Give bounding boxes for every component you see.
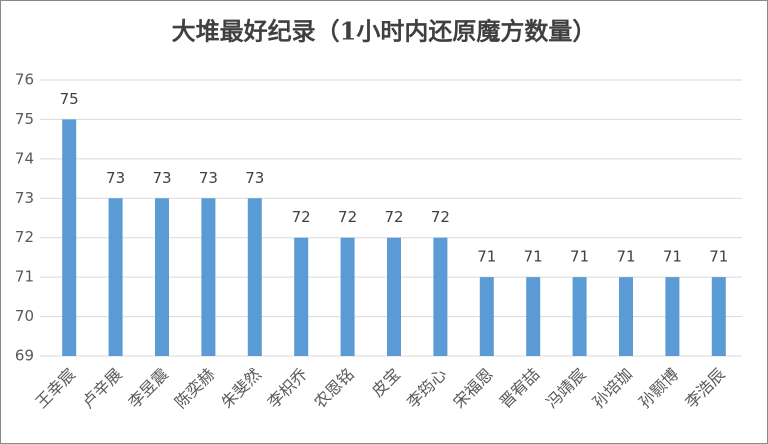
bar <box>201 198 216 356</box>
bar <box>433 237 448 356</box>
value-label: 71 <box>570 248 589 266</box>
bar <box>619 277 633 356</box>
value-label: 73 <box>106 169 125 187</box>
value-label: 73 <box>245 169 264 187</box>
value-label: 72 <box>384 208 403 226</box>
bar <box>387 237 401 356</box>
value-label: 71 <box>524 248 543 266</box>
value-label: 72 <box>292 208 311 226</box>
bar <box>247 198 262 356</box>
value-label: 71 <box>616 248 635 266</box>
value-label: 71 <box>663 248 682 266</box>
value-label: 73 <box>152 169 171 187</box>
y-tick-label: 70 <box>15 307 34 325</box>
y-tick-label: 75 <box>15 110 34 128</box>
bar <box>572 277 587 356</box>
y-tick-label: 74 <box>15 149 34 167</box>
bar <box>711 277 726 356</box>
bar <box>62 119 77 356</box>
chart-title: 大堆最好纪录（1小时内还原魔方数量） <box>172 17 597 46</box>
y-tick-label: 71 <box>15 268 34 286</box>
y-tick-label: 72 <box>15 228 34 246</box>
value-label: 72 <box>431 208 450 226</box>
bar <box>479 277 494 356</box>
y-tick-label: 73 <box>15 189 34 207</box>
bar <box>340 237 355 356</box>
bar <box>108 198 123 356</box>
y-tick-label: 76 <box>15 71 34 89</box>
value-label: 71 <box>709 248 728 266</box>
value-label: 73 <box>199 169 218 187</box>
bar <box>294 237 309 356</box>
bar <box>526 277 541 356</box>
bar <box>155 198 169 356</box>
value-label: 72 <box>338 208 357 226</box>
y-tick-label: 69 <box>15 347 34 365</box>
value-label: 71 <box>477 248 496 266</box>
value-label: 75 <box>60 90 79 108</box>
bar <box>665 277 680 356</box>
